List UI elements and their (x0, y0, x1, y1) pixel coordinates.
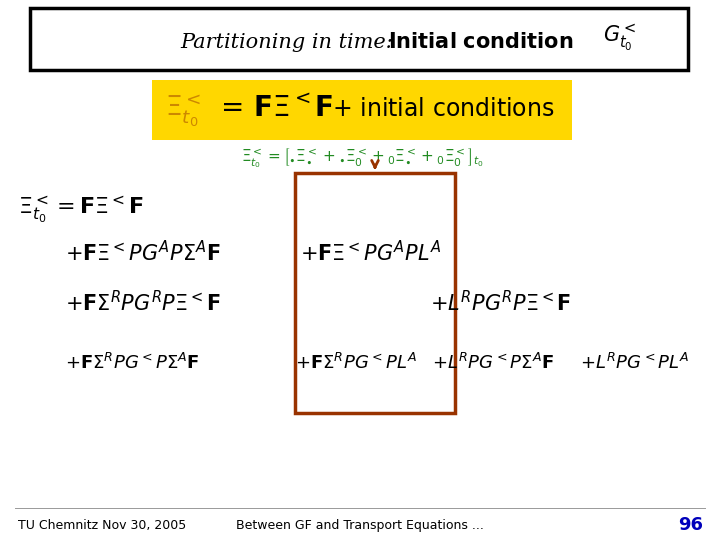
Text: $+\mathbf{F}\Xi^{<}PG^{A}P\Sigma^{A}\mathbf{F}$: $+\mathbf{F}\Xi^{<}PG^{A}P\Sigma^{A}\mat… (65, 240, 220, 266)
Text: $+L^{R}PG^{<}P\Sigma^{A}\mathbf{F}$: $+L^{R}PG^{<}P\Sigma^{A}\mathbf{F}$ (432, 353, 554, 373)
Text: $\Xi^{<}_{t_0}=\mathbf{F}\Xi^{<}\mathbf{F}$: $\Xi^{<}_{t_0}=\mathbf{F}\Xi^{<}\mathbf{… (18, 195, 144, 225)
Text: $+L^{R}PG^{R}P\Xi^{<}\mathbf{F}$: $+L^{R}PG^{R}P\Xi^{<}\mathbf{F}$ (430, 291, 572, 315)
Text: $G^{<}_{t_0}$: $G^{<}_{t_0}$ (603, 23, 636, 53)
Bar (295, 173, 455, 413)
Text: $+\mathbf{F}\Sigma^{R}PG^{<}PL^{A}$: $+\mathbf{F}\Sigma^{R}PG^{<}PL^{A}$ (295, 353, 417, 373)
Bar (152, 80, 572, 140)
Text: $+\mathbf{F}\Sigma^{R}PG^{<}P\Sigma^{A}\mathbf{F}$: $+\mathbf{F}\Sigma^{R}PG^{<}P\Sigma^{A}\… (65, 353, 199, 373)
Text: $+\ \mathrm{initial\ conditions}$: $+\ \mathrm{initial\ conditions}$ (332, 98, 554, 120)
Text: $+\mathbf{F}\Sigma^{R}PG^{R}P\Xi^{<}\mathbf{F}$: $+\mathbf{F}\Sigma^{R}PG^{R}P\Xi^{<}\mat… (65, 291, 221, 315)
Text: $+\mathbf{F}\Xi^{<}PG^{A}PL^{A}$: $+\mathbf{F}\Xi^{<}PG^{A}PL^{A}$ (300, 240, 441, 266)
Bar (30, 8, 688, 70)
Text: $\Xi^{<}_{t_0}$: $\Xi^{<}_{t_0}$ (165, 93, 201, 129)
Text: $+L^{R}PG^{<}PL^{A}$: $+L^{R}PG^{<}PL^{A}$ (580, 353, 690, 373)
Text: $=\,\mathbf{F}\Xi^{<}\mathbf{F}$: $=\,\mathbf{F}\Xi^{<}\mathbf{F}$ (215, 96, 333, 123)
Text: $\bf{Initial\ condition}$: $\bf{Initial\ condition}$ (388, 32, 573, 52)
Text: TU Chemnitz Nov 30, 2005: TU Chemnitz Nov 30, 2005 (18, 518, 186, 531)
Text: 96: 96 (678, 516, 703, 534)
Text: $\Xi^{<}_{t_0}=\left[{}_{\bullet}\Xi^{<}_{\bullet}+{}_{\bullet}\Xi^{<}_{0}+{}_{0: $\Xi^{<}_{t_0}=\left[{}_{\bullet}\Xi^{<}… (240, 146, 483, 170)
Text: Between GF and Transport Equations ...: Between GF and Transport Equations ... (236, 518, 484, 531)
Text: Partitioning in time:: Partitioning in time: (180, 32, 400, 51)
